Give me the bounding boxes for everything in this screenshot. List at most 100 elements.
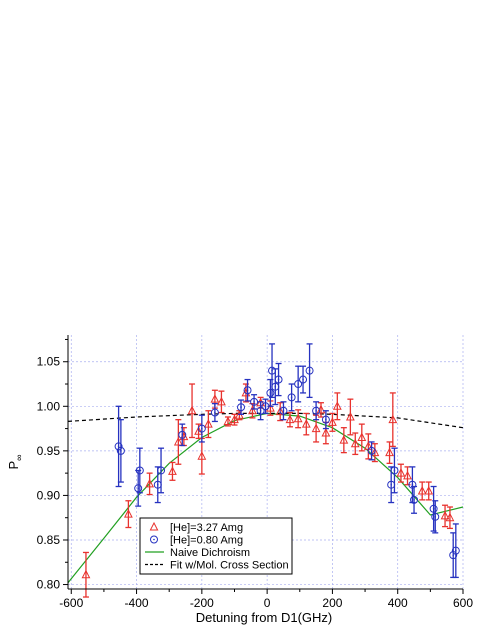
circle-marker-dot <box>315 409 317 412</box>
circle-marker <box>256 406 265 415</box>
circle-marker <box>197 424 206 433</box>
triangle-marker <box>417 485 427 495</box>
triangle-marker <box>311 423 321 433</box>
circle-marker <box>367 446 376 455</box>
data-point <box>363 433 373 460</box>
data-point <box>287 383 296 412</box>
data-point <box>321 410 330 430</box>
circle-marker-dot <box>434 516 437 518</box>
x-tick-label: -600 <box>59 596 83 610</box>
x-tick-label: 0 <box>264 596 271 610</box>
data-point <box>445 506 455 530</box>
circle-marker <box>410 495 419 504</box>
triangle-marker <box>275 406 285 416</box>
data-point <box>173 419 183 465</box>
legend-label: Naive Dichroism <box>170 547 250 559</box>
circle-marker-dot <box>308 369 311 372</box>
data-point <box>345 398 355 436</box>
data-point <box>396 463 406 483</box>
triangle-marker <box>149 521 159 531</box>
circle-marker-dot <box>240 406 242 408</box>
circle-marker-dot <box>297 383 299 385</box>
circle-marker-dot <box>137 487 139 490</box>
triangle-marker <box>339 435 349 444</box>
data-point <box>424 481 434 501</box>
circle-marker <box>116 446 125 455</box>
triangle-marker <box>168 466 177 475</box>
x-tick-label: -200 <box>190 596 214 610</box>
data-point <box>279 401 288 421</box>
data-point <box>332 392 342 421</box>
data-point <box>81 551 91 598</box>
triangle-marker <box>350 438 360 448</box>
triangle-marker <box>396 468 406 477</box>
data-point <box>135 447 144 494</box>
triangle-marker <box>370 447 380 457</box>
triangle-marker <box>321 427 331 437</box>
circle-marker-dot <box>201 427 203 430</box>
triangle-marker <box>217 396 226 406</box>
circle-marker-dot <box>282 409 285 412</box>
x-tick-label: 600 <box>453 596 473 610</box>
circle-marker <box>449 551 458 560</box>
triangle-marker <box>403 470 412 480</box>
triangle-marker <box>424 485 434 495</box>
legend-box <box>139 517 293 575</box>
circle-marker <box>287 393 296 402</box>
triangle-marker <box>328 417 337 426</box>
circle-marker <box>429 504 438 513</box>
x-axis-label: Detuning from D1(GHz) <box>196 610 333 625</box>
circle-marker <box>135 466 144 475</box>
legend-label: Fit w/Mol. Cross Section <box>170 560 289 572</box>
data-point <box>223 416 233 427</box>
data-point <box>417 481 427 501</box>
y-tick-label: 0.90 <box>37 488 61 502</box>
circle-marker-dot <box>302 378 304 381</box>
circle-marker-dot <box>181 434 184 436</box>
data-point <box>305 343 314 399</box>
data-point <box>197 414 206 443</box>
circle-marker <box>237 403 246 412</box>
triangle-marker <box>440 510 450 520</box>
triangle-marker <box>173 436 183 446</box>
y-axis-label: P∞ <box>6 454 24 469</box>
circle-marker-dot <box>325 418 327 421</box>
circle-marker-dot <box>160 469 162 472</box>
circle-marker <box>431 512 440 521</box>
legend-label: [He]=3.27 Amg <box>170 522 243 534</box>
triangle-marker <box>223 416 233 425</box>
legend-label: [He]=0.80 Amg <box>170 535 243 547</box>
triangle-marker <box>285 414 295 424</box>
circle-marker <box>150 535 158 544</box>
data-point <box>410 485 419 514</box>
circle-marker <box>274 375 283 384</box>
triangle-marker <box>145 478 155 488</box>
triangle-marker <box>210 394 220 403</box>
triangle-marker <box>293 413 303 423</box>
circle-marker-dot <box>153 538 155 541</box>
data-point <box>197 437 207 475</box>
data-point <box>274 362 283 397</box>
triangle-marker <box>187 405 197 415</box>
triangle-marker <box>388 414 398 424</box>
triangle-marker <box>230 414 239 424</box>
circle-marker-dot <box>432 507 435 510</box>
data-point <box>256 401 265 421</box>
data-point <box>168 461 177 481</box>
data-point <box>217 390 226 414</box>
circle-marker <box>451 546 460 555</box>
circle-marker <box>178 430 187 439</box>
data-point <box>194 423 203 440</box>
circle-marker-dot <box>393 469 396 472</box>
circle-marker <box>390 466 399 475</box>
triangle-marker <box>345 411 355 421</box>
circle-marker <box>266 388 275 397</box>
data-point <box>293 409 303 429</box>
data-point <box>178 423 187 447</box>
data-point <box>367 441 376 461</box>
y-axis-label-group: P∞ <box>6 454 24 469</box>
triangle-marker <box>194 426 203 435</box>
data-point <box>243 378 252 402</box>
